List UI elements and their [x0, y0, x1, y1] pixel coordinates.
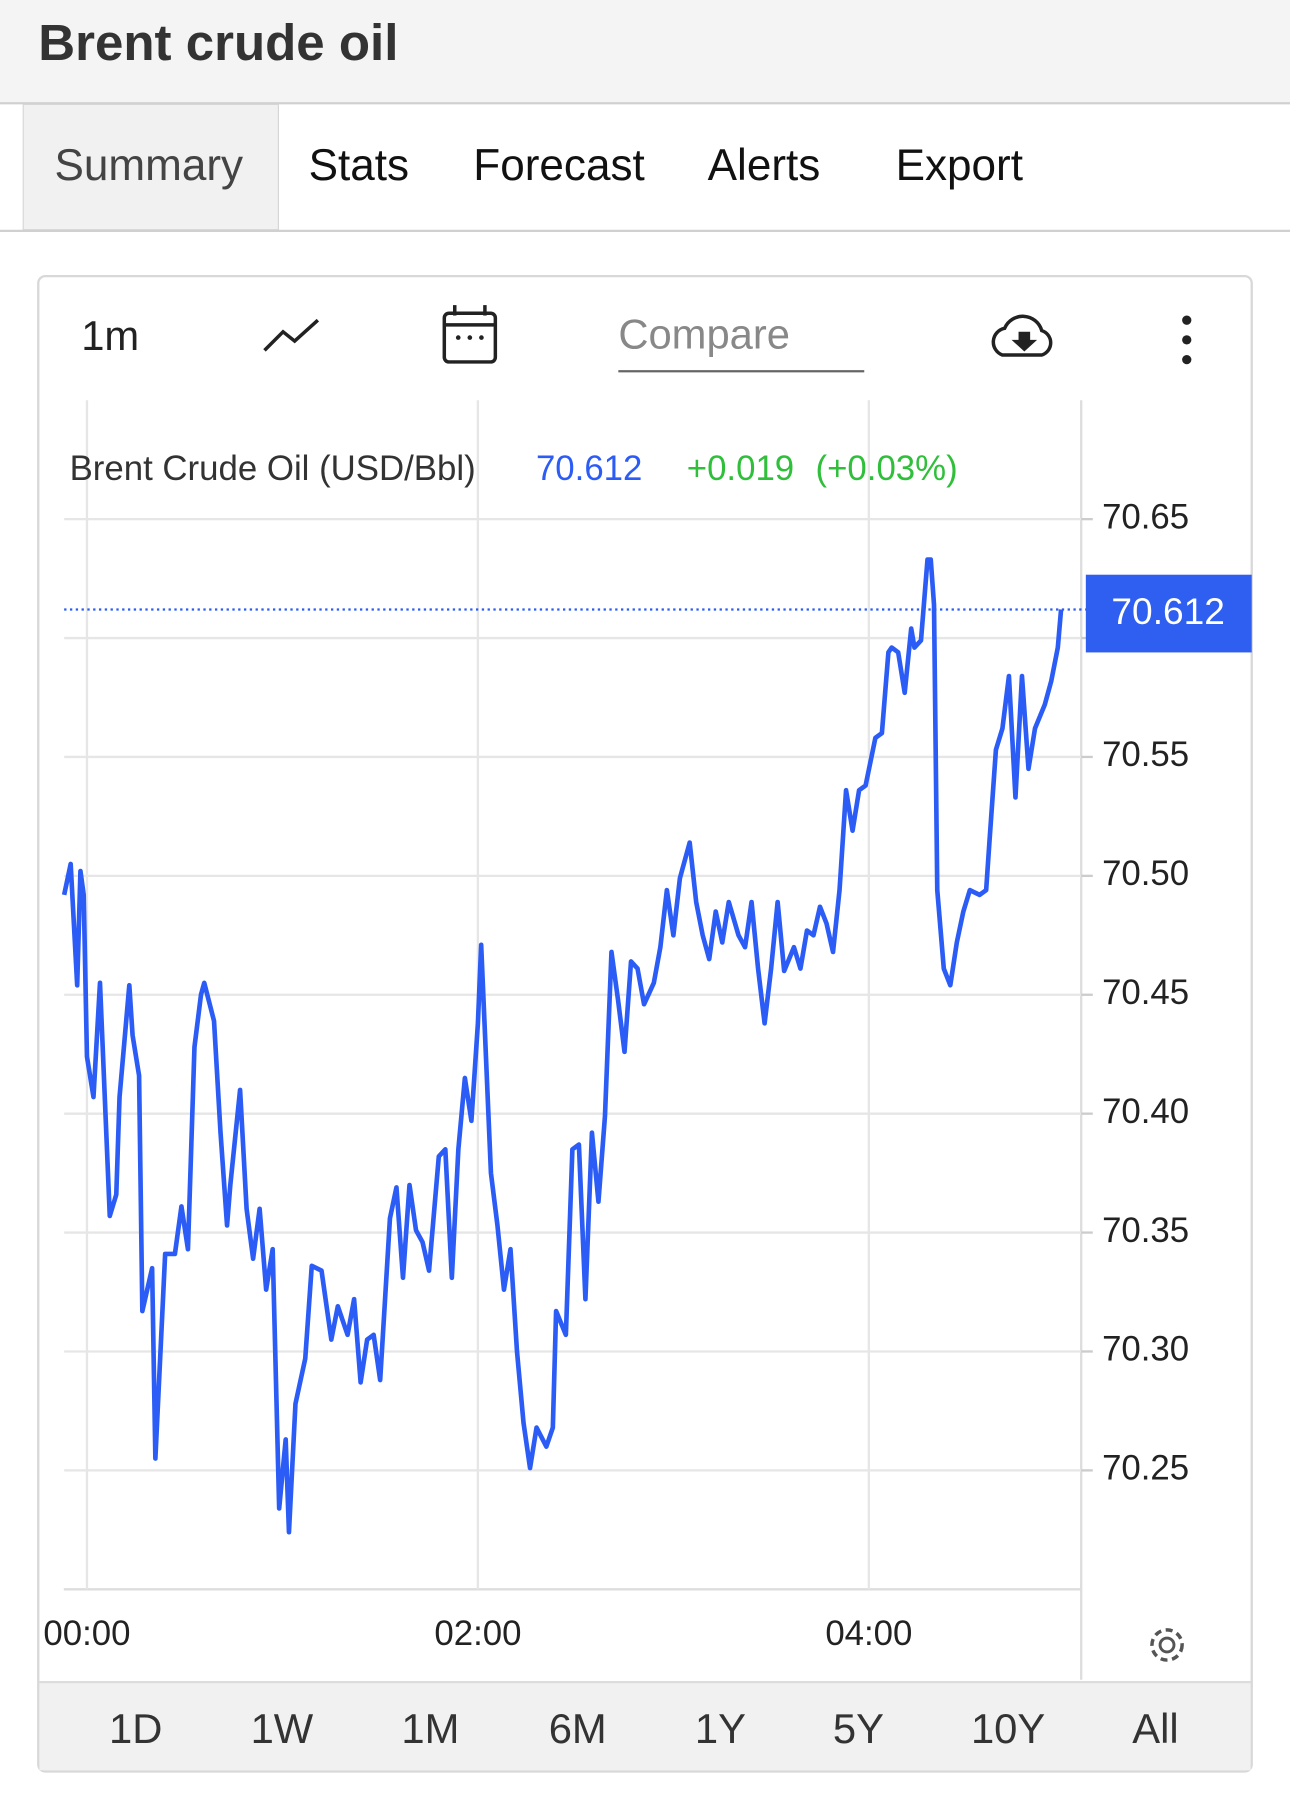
active-tab-bg	[22, 103, 279, 231]
cloud	[991, 314, 1053, 357]
legend-name: Brent Crude Oil (USD/Bbl)	[70, 449, 476, 488]
arrow	[1011, 331, 1038, 352]
ranges: 1D 1W 1M 6M 1Y 5Y 10Y All	[109, 1705, 1179, 1752]
dot	[1182, 354, 1192, 365]
interval-button[interactable]: 1m	[81, 312, 139, 359]
compare-input[interactable]: Compare	[618, 311, 790, 358]
settings-icon[interactable]	[1150, 1628, 1184, 1662]
calendar-icon[interactable]	[442, 305, 498, 364]
range-button[interactable]: 1D	[109, 1705, 162, 1752]
price-line	[61, 557, 1064, 1535]
x-tick-label: 04:00	[825, 1614, 912, 1653]
calendar-frame	[442, 311, 498, 364]
download-icon[interactable]	[991, 314, 1053, 357]
y-tick-label: 70.35	[1102, 1211, 1189, 1250]
tabs: Summary Stats Forecast Alerts Export	[55, 141, 1023, 190]
tab[interactable]: Forecast	[473, 141, 644, 190]
y-tick-label: 70.45	[1102, 973, 1189, 1012]
dot	[1182, 315, 1192, 325]
legend-price: 70.612	[536, 449, 642, 488]
more-menu[interactable]	[1182, 315, 1192, 365]
range-button[interactable]: 1W	[251, 1705, 314, 1752]
range-button[interactable]: All	[1132, 1705, 1178, 1752]
tab[interactable]: Summary	[55, 141, 244, 190]
y-tick-label: 70.55	[1102, 735, 1189, 774]
gear-teeth	[1150, 1628, 1184, 1662]
calendar-dot	[467, 335, 473, 340]
tab[interactable]: Export	[896, 141, 1023, 190]
legend-change: +0.019	[687, 449, 794, 488]
chart-type-icon[interactable]	[263, 318, 320, 352]
range-button[interactable]: 1M	[401, 1705, 459, 1752]
y-tick-label: 70.25	[1102, 1449, 1189, 1488]
page-title: Brent crude oil	[38, 14, 398, 71]
calendar-dot	[455, 335, 461, 340]
range-bar	[39, 1682, 1251, 1771]
dot	[1182, 335, 1192, 345]
range-button[interactable]: 10Y	[971, 1705, 1045, 1752]
tab[interactable]: Alerts	[708, 141, 821, 190]
y-tick-label: 70.50	[1102, 854, 1189, 893]
x-tick-label: 00:00	[43, 1614, 130, 1653]
header-bg	[0, 0, 1290, 103]
last-price-label: 70.612	[1111, 590, 1225, 632]
y-tick-label: 70.30	[1102, 1330, 1189, 1369]
range-button[interactable]: 5Y	[833, 1705, 884, 1752]
y-tick-label: 70.40	[1102, 1092, 1189, 1131]
x-tick-label: 02:00	[434, 1614, 521, 1653]
calendar-dot	[479, 335, 484, 340]
range-button[interactable]: 1Y	[695, 1705, 746, 1752]
plot: 00:00 02:00 04:00 70.25 70.30 70.35 70.40 70.45…	[43, 400, 1252, 1653]
tab[interactable]: Stats	[309, 141, 409, 190]
gear-hub	[1158, 1636, 1176, 1654]
legend-change-percent: (+0.03%)	[816, 449, 958, 488]
last-price-badge	[1085, 574, 1252, 653]
range-button[interactable]: 6M	[549, 1705, 607, 1752]
y-tick-label: 70.65	[1102, 497, 1189, 536]
chart-card	[37, 274, 1253, 1773]
